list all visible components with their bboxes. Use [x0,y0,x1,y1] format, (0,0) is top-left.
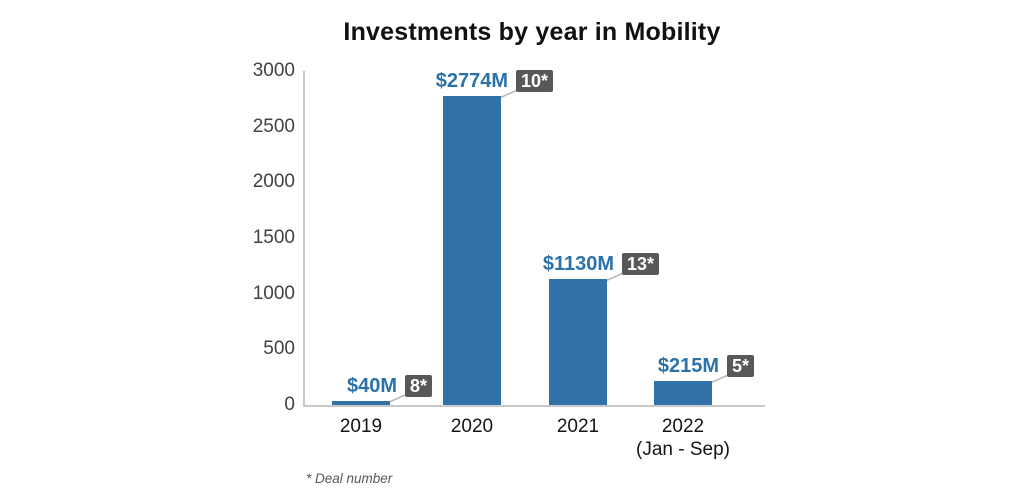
y-tick-1500: 1500 [252,227,295,248]
y-tick-0: 0 [284,394,295,415]
chart-title: Investments by year in Mobility [343,18,721,46]
y-tick-2000: 2000 [252,171,295,193]
deal-count-badge-2022: 5* [727,355,755,378]
value-label-2022: $215M [657,355,719,378]
x-label-year: 2019 [339,416,383,437]
x-label-year: 2022 [661,416,705,437]
x-label-2021: 2021 [503,415,653,438]
bar-2019 [332,400,390,405]
x-label-period: (Jan - Sep) [636,439,730,460]
bar-2020 [443,96,501,405]
deal-count-badge-2021: 13* [622,253,660,276]
x-label-year: 2021 [556,416,600,437]
x-label-year: 2020 [450,416,494,437]
x-label-2020: 2020 [397,415,547,438]
bar-2021 [549,279,607,405]
deal-count-badge-2020: 10* [516,70,554,93]
y-tick-500: 500 [263,338,295,360]
x-label-2022: 2022 (Jan - Sep) [608,415,758,461]
deal-number-footnote: * Deal number [306,471,393,486]
value-label-2020: $2774M [435,70,508,93]
y-tick-1000: 1000 [252,282,295,304]
y-tick-3000: 3000 [252,60,295,81]
value-label-2021: $1130M [542,253,614,276]
deal-count-badge-2019: 8* [405,374,433,397]
value-label-2019: $40M [346,374,397,397]
bar-2022 [654,381,712,405]
plot-area [303,71,765,407]
y-tick-2500: 2500 [252,115,295,137]
x-label-2019: 2019 [286,415,436,438]
